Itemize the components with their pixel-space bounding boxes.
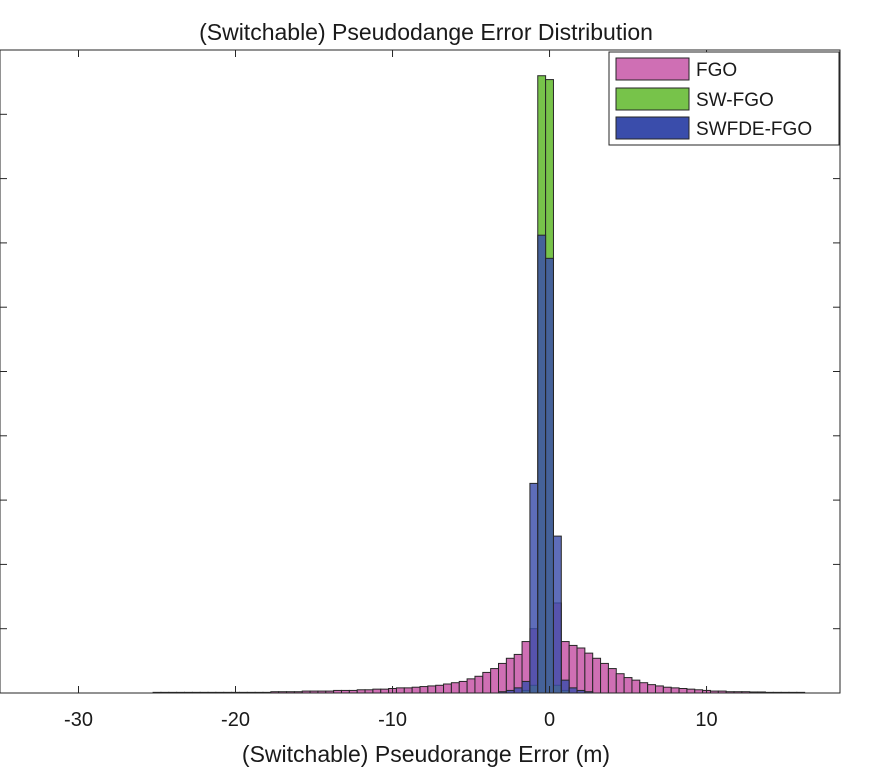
bar-fgo — [513, 653, 523, 694]
x-tick-label: -30 — [64, 709, 93, 731]
bar-fgo — [474, 675, 484, 694]
x-tick-label: -20 — [221, 709, 250, 731]
bar-swfde-fgo — [513, 687, 523, 694]
bar-fgo — [482, 671, 492, 694]
bar-swfde-fgo — [560, 679, 570, 694]
bar-fgo — [592, 657, 602, 694]
bar-fgo — [505, 657, 515, 694]
bar-fgo — [458, 680, 468, 694]
bar-fgo — [662, 686, 672, 694]
bar-fgo — [631, 679, 641, 694]
bar-fgo — [678, 688, 688, 694]
bar-fgo — [600, 662, 609, 694]
bar-fgo — [411, 686, 421, 694]
bar-fgo — [395, 687, 405, 694]
bar-fgo — [498, 662, 507, 694]
legend-swatch-fgo — [615, 57, 690, 81]
bar-fgo — [427, 685, 437, 694]
plot-area-background — [0, 50, 840, 693]
x-axis-ticks: -30 -20 -10 0 10 — [64, 50, 718, 731]
x-tick-label: -10 — [378, 709, 407, 731]
bar-fgo — [419, 686, 429, 694]
bar-fgo — [568, 644, 578, 694]
y-axis-ticks: 005.1.5.2.25.3.35.4.45.5 — [0, 49, 840, 694]
bar-fgo — [615, 673, 625, 694]
bar-fgo — [607, 668, 617, 694]
bar-fgo — [655, 685, 664, 694]
x-axis-label: (Switchable) Pseudorange Error (m) — [242, 741, 610, 767]
bar-swfde-fgo — [568, 687, 578, 694]
bar-swfde-fgo — [545, 257, 554, 694]
x-tick-label: 10 — [695, 709, 717, 731]
legend-swatch-swfde-fgo — [615, 116, 690, 140]
bar-fgo — [623, 677, 633, 694]
bar-fgo — [490, 668, 499, 694]
bar-swfde-fgo — [552, 535, 562, 694]
legend-label-sw-fgo: SW-FGO — [696, 90, 774, 111]
legend-label-fgo: FGO — [696, 60, 737, 81]
bar-swfde-fgo — [529, 482, 539, 694]
chart-title: (Switchable) Pseudodange Error Distribut… — [199, 19, 653, 45]
bar-fgo — [403, 687, 413, 694]
bar-fgo — [450, 682, 460, 694]
legend-swatch-sw-fgo — [615, 87, 690, 111]
bar-swfde-fgo — [521, 680, 531, 694]
bar-swfde-fgo — [537, 234, 547, 694]
bar-fgo — [584, 652, 594, 694]
bar-fgo — [466, 678, 476, 694]
bar-fgo — [639, 682, 649, 694]
bar-fgo — [647, 684, 657, 694]
bar-fgo — [372, 688, 382, 694]
bar-fgo — [576, 647, 586, 694]
bar-fgo — [435, 684, 445, 694]
legend: FGO SW-FGO SWFDE-FGO — [608, 51, 840, 146]
bar-fgo — [670, 687, 680, 694]
bar-fgo — [443, 683, 452, 694]
x-tick-label: 0 — [544, 709, 555, 731]
legend-label-swfde-fgo: SWFDE-FGO — [696, 119, 812, 140]
bar-fgo — [686, 688, 696, 694]
bar-fgo — [380, 688, 390, 694]
